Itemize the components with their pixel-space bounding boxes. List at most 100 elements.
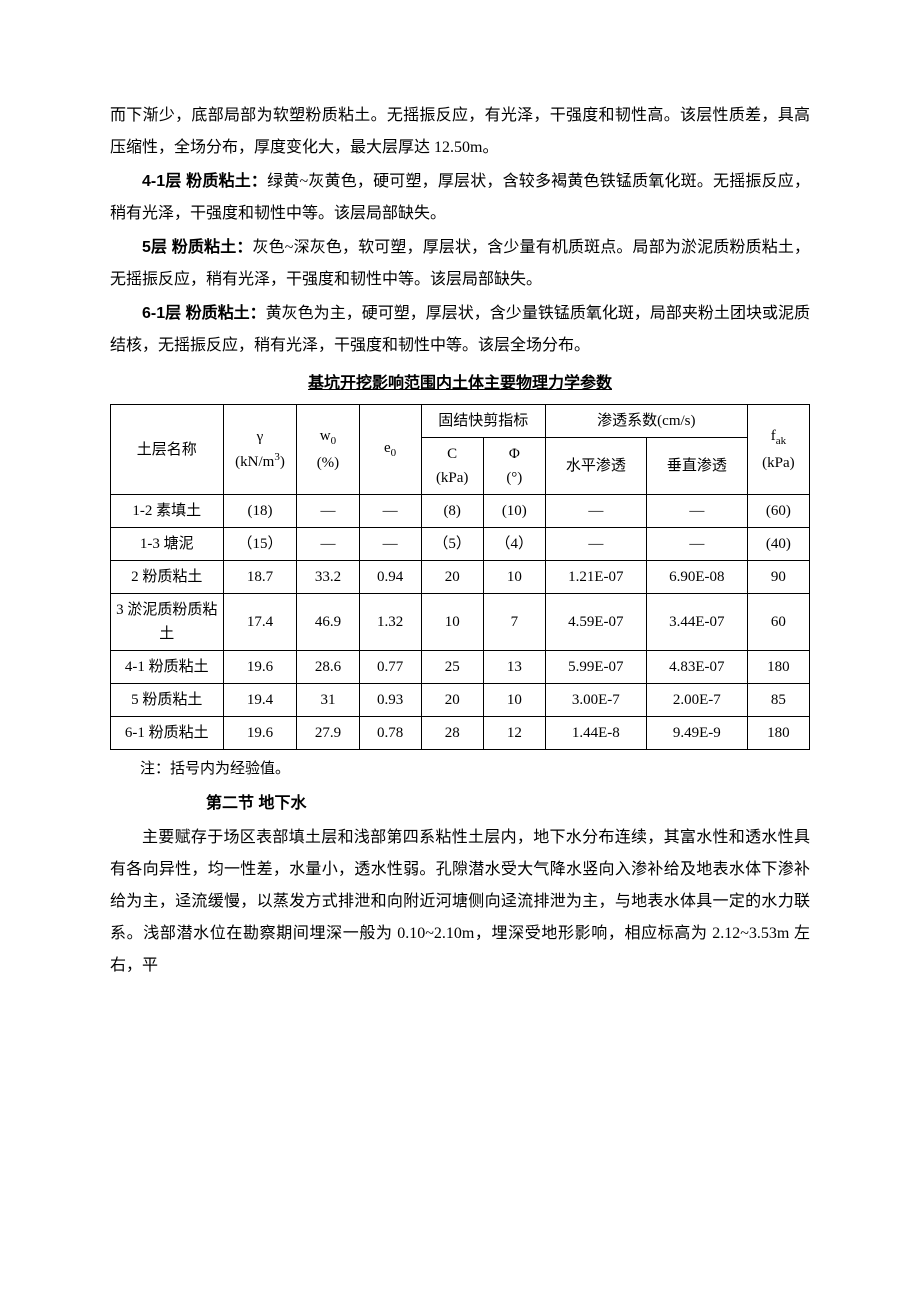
cell-vperm: 2.00E-7 (646, 684, 747, 717)
cell-vperm: 9.49E-9 (646, 717, 747, 750)
paragraph-4: 6-1层 粉质粘土：黄灰色为主，硬可塑，厚层状，含少量铁锰质氧化斑，局部夹粉土团… (110, 298, 810, 362)
cell-gamma: (18) (223, 495, 297, 528)
label-layer-6-1: 6-1层 粉质粘土： (142, 305, 266, 322)
cell-e0: 0.77 (359, 651, 421, 684)
cell-gamma: 19.6 (223, 651, 297, 684)
cell-gamma: 19.4 (223, 684, 297, 717)
cell-c: 20 (421, 561, 483, 594)
th-phi: Φ (°) (483, 438, 545, 495)
cell-vperm: 6.90E-08 (646, 561, 747, 594)
th-e0: e0 (359, 405, 421, 495)
cell-fak: 180 (747, 717, 809, 750)
cell-phi: （4） (483, 528, 545, 561)
cell-phi: (10) (483, 495, 545, 528)
soil-params-table: 土层名称 γ (kN/m3) w0 (%) e0 固结快剪指标 渗透系数(cm/… (110, 404, 810, 750)
cell-vperm: 3.44E-07 (646, 594, 747, 651)
cell-fak: 85 (747, 684, 809, 717)
table-body: 1-2 素填土(18)——(8)(10)——(60)1-3 塘泥（15）——（5… (111, 495, 810, 750)
cell-name: 3 淤泥质粉质粘土 (111, 594, 224, 651)
cell-hperm: 4.59E-07 (545, 594, 646, 651)
cell-w0: 33.2 (297, 561, 359, 594)
cell-e0: 1.32 (359, 594, 421, 651)
cell-vperm: — (646, 528, 747, 561)
th-w0-sym: w (320, 428, 331, 444)
cell-phi: 12 (483, 717, 545, 750)
th-name: 土层名称 (111, 405, 224, 495)
cell-e0: — (359, 495, 421, 528)
cell-e0: 0.78 (359, 717, 421, 750)
table-row: 1-3 塘泥（15）——（5）（4）——(40) (111, 528, 810, 561)
paragraph-3: 5层 粉质粘土：灰色~深灰色，软可塑，厚层状，含少量有机质斑点。局部为淤泥质粉质… (110, 232, 810, 296)
section-2-body: 主要赋存于场区表部填土层和浅部第四系粘性土层内，地下水分布连续，其富水性和透水性… (110, 822, 810, 982)
cell-gamma: 19.6 (223, 717, 297, 750)
th-gamma-close: ) (280, 454, 285, 470)
th-shear-group: 固结快剪指标 (421, 405, 545, 438)
table-row: 5 粉质粘土19.4310.9320103.00E-72.00E-785 (111, 684, 810, 717)
table-header: 土层名称 γ (kN/m3) w0 (%) e0 固结快剪指标 渗透系数(cm/… (111, 405, 810, 495)
cell-name: 6-1 粉质粘土 (111, 717, 224, 750)
cell-w0: 46.9 (297, 594, 359, 651)
cell-hperm: 1.44E-8 (545, 717, 646, 750)
cell-c: 10 (421, 594, 483, 651)
th-e0-sub: 0 (391, 447, 397, 459)
th-perm-group: 渗透系数(cm/s) (545, 405, 747, 438)
table-row: 6-1 粉质粘土19.627.90.7828121.44E-89.49E-918… (111, 717, 810, 750)
th-phi-sym: Φ (509, 446, 520, 462)
cell-c: 28 (421, 717, 483, 750)
cell-name: 2 粉质粘土 (111, 561, 224, 594)
cell-w0: 31 (297, 684, 359, 717)
cell-fak: (60) (747, 495, 809, 528)
th-gamma-sym: γ (257, 429, 264, 445)
cell-vperm: 4.83E-07 (646, 651, 747, 684)
cell-phi: 13 (483, 651, 545, 684)
th-c-unit: (kPa) (436, 470, 469, 486)
cell-hperm: 5.99E-07 (545, 651, 646, 684)
cell-name: 5 粉质粘土 (111, 684, 224, 717)
cell-w0: — (297, 528, 359, 561)
cell-w0: 28.6 (297, 651, 359, 684)
cell-hperm: — (545, 495, 646, 528)
cell-name: 1-2 素填土 (111, 495, 224, 528)
cell-phi: 7 (483, 594, 545, 651)
label-layer-5: 5层 粉质粘土： (142, 239, 252, 256)
th-fak-unit: (kPa) (762, 455, 795, 471)
th-fak: fak (kPa) (747, 405, 809, 495)
paragraph-1: 而下渐少，底部局部为软塑粉质粘土。无摇振反应，有光泽，干强度和韧性高。该层性质差… (110, 100, 810, 164)
paragraph-2: 4-1层 粉质粘土：绿黄~灰黄色，硬可塑，厚层状，含较多褐黄色铁锰质氧化斑。无摇… (110, 166, 810, 230)
table-row: 1-2 素填土(18)——(8)(10)——(60) (111, 495, 810, 528)
th-w0-unit: (%) (317, 455, 340, 471)
cell-c: (8) (421, 495, 483, 528)
cell-hperm: 3.00E-7 (545, 684, 646, 717)
table-row: 2 粉质粘土18.733.20.9420101.21E-076.90E-0890 (111, 561, 810, 594)
cell-phi: 10 (483, 684, 545, 717)
cell-e0: 0.94 (359, 561, 421, 594)
th-c: C (kPa) (421, 438, 483, 495)
cell-fak: 60 (747, 594, 809, 651)
cell-e0: — (359, 528, 421, 561)
cell-w0: — (297, 495, 359, 528)
cell-name: 1-3 塘泥 (111, 528, 224, 561)
th-e0-sym: e (384, 440, 391, 456)
cell-hperm: — (545, 528, 646, 561)
cell-c: （5） (421, 528, 483, 561)
cell-fak: 90 (747, 561, 809, 594)
cell-gamma: （15） (223, 528, 297, 561)
th-gamma-unit: (kN/m (235, 454, 274, 470)
cell-fak: (40) (747, 528, 809, 561)
th-hperm: 水平渗透 (545, 438, 646, 495)
th-c-sym: C (447, 446, 457, 462)
cell-name: 4-1 粉质粘土 (111, 651, 224, 684)
cell-c: 20 (421, 684, 483, 717)
cell-fak: 180 (747, 651, 809, 684)
table-row: 4-1 粉质粘土19.628.60.7725135.99E-074.83E-07… (111, 651, 810, 684)
cell-phi: 10 (483, 561, 545, 594)
th-fak-sub: ak (776, 435, 786, 447)
cell-e0: 0.93 (359, 684, 421, 717)
table-row: 3 淤泥质粉质粘土17.446.91.321074.59E-073.44E-07… (111, 594, 810, 651)
th-vperm: 垂直渗透 (646, 438, 747, 495)
section-2-title-line: 第二节 地下水 (110, 788, 810, 820)
th-name-text: 土层名称 (137, 442, 197, 458)
th-w0: w0 (%) (297, 405, 359, 495)
label-layer-4-1: 4-1层 粉质粘土： (142, 173, 267, 190)
th-w0-sub: 0 (331, 435, 337, 447)
